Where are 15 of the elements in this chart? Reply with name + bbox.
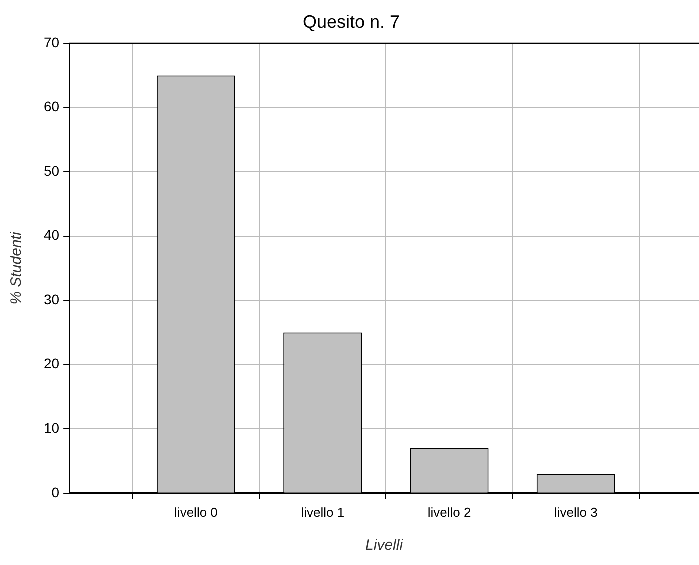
y-tick-label: 50 [44, 162, 60, 179]
x-tick-label: livello 2 [428, 504, 472, 520]
x-axis-title: Livelli [366, 537, 404, 554]
x-tick-label: livello 0 [174, 504, 218, 520]
y-tick-label: 20 [44, 356, 60, 372]
y-tick-label: 70 [44, 34, 60, 50]
y-axis-title: % Studenti [8, 232, 26, 305]
x-tick-label: livello 1 [301, 504, 345, 520]
x-tick-label: livello 3 [554, 504, 598, 520]
y-tick-label: 10 [44, 420, 60, 436]
y-tick-label: 0 [52, 484, 60, 500]
chart-title: Quesito n. 7 [302, 12, 400, 32]
y-tick-label: 40 [44, 227, 60, 244]
y-tick-label: 30 [44, 291, 60, 308]
y-tick-label: 60 [44, 98, 60, 115]
